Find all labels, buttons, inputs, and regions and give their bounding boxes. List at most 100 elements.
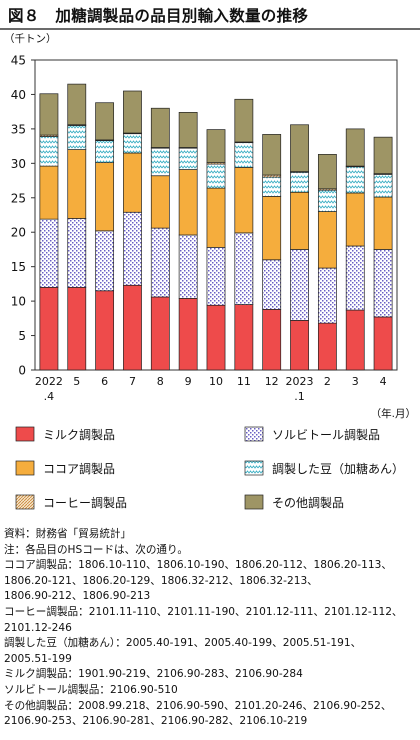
note-text: 財務省「貿易統計」 — [35, 528, 132, 540]
x-tick-label: 7 — [129, 375, 136, 388]
legend-swatch — [15, 460, 35, 476]
y-tick-label: 45 — [11, 54, 26, 68]
bar-segment — [95, 140, 115, 163]
bar-segment — [150, 227, 170, 298]
legend-swatch — [15, 494, 35, 510]
legend-swatch — [244, 460, 264, 476]
x-tick-label: 2 — [324, 375, 331, 388]
note-label: コーヒー調製品： — [4, 605, 89, 618]
bar-segment — [262, 259, 282, 310]
chart-title: 図８ 加糖調製品の品目別輸入数量の推移 — [8, 7, 309, 25]
bar-segment — [262, 309, 282, 371]
bar-segment — [150, 107, 170, 148]
legend-swatch — [15, 426, 35, 442]
x-tick-label: 10 — [209, 375, 223, 388]
y-tick-label: 10 — [11, 295, 26, 309]
bar-segment — [206, 163, 226, 189]
legend-label: 調製した豆（加糖あん） — [272, 461, 404, 476]
bar-segment — [150, 175, 170, 229]
legend-swatch — [244, 426, 264, 442]
x-tick-label: .4 — [44, 390, 55, 403]
bar-segment — [178, 112, 198, 148]
bar-segment — [95, 102, 115, 141]
note-text: 1901.90-219、2106.90-283、2106.90-284 — [78, 668, 303, 681]
x-tick-label: 2022 — [35, 375, 63, 388]
legend-swatch — [244, 494, 264, 510]
legend-label: その他調製品 — [272, 496, 344, 510]
bar-segment — [290, 249, 309, 321]
note-text: 2008.99.218、2106.90-590、2101.20-246、2106… — [78, 699, 392, 712]
note-label: ミルク調製品： — [4, 668, 79, 681]
bar-segment — [234, 232, 254, 305]
bar-segment — [290, 124, 309, 172]
bar-segment — [39, 286, 59, 371]
bar-segment — [67, 149, 87, 219]
bar-segment — [67, 83, 87, 126]
bar-segment — [39, 218, 59, 288]
bar-segment — [123, 284, 142, 371]
bar-segment — [262, 134, 282, 176]
bar-segment — [178, 147, 198, 170]
legend-label: ココア調製品 — [43, 462, 115, 476]
bar-segment — [67, 125, 87, 150]
note-label: その他調製品： — [4, 699, 79, 712]
bar-segment — [290, 320, 309, 371]
y-tick-label: 25 — [11, 191, 26, 205]
y-unit-label: （千トン） — [4, 33, 57, 45]
note-line: 注：各品目のHSコードは、次の通り。 — [4, 543, 418, 559]
bar-segment — [39, 136, 59, 167]
bar-segment — [234, 98, 254, 143]
bar-segment — [95, 230, 115, 292]
bar-segment — [373, 316, 393, 371]
bar-segment — [262, 176, 282, 197]
source-notes: 資料：財務省「貿易統計」注：各品目のHSコードは、次の通り。 ココア調製品：180… — [4, 527, 418, 730]
x-tick-label: .1 — [294, 390, 305, 403]
bar-segment — [373, 196, 393, 250]
bar-segment — [178, 298, 198, 371]
bar-segment — [95, 162, 115, 232]
bar-segment — [39, 165, 59, 220]
bar-segment — [206, 304, 226, 371]
bar-segment — [345, 192, 365, 247]
note-text: 2005.51-199 — [4, 652, 72, 665]
bar-segment — [373, 174, 393, 198]
bar-segment — [123, 133, 142, 154]
legend-label: ミルク調製品 — [43, 428, 115, 442]
bar-segment — [290, 191, 309, 250]
bar-segment — [178, 234, 198, 299]
bar-segment — [373, 249, 393, 318]
note-line: ミルク調製品：1901.90-219、2106.90-283、2106.90-2… — [4, 667, 418, 683]
bar-segment — [317, 189, 337, 212]
bar-segment — [123, 90, 142, 134]
note-text: 2106.90-510 — [109, 683, 178, 696]
note-line: 1806.20-121、1806.20-129、1806.32-212、1806… — [4, 574, 418, 590]
note-text: 1806.10-110、1806.10-190、1806.20-112、1806… — [78, 559, 392, 572]
x-tick-label: 6 — [101, 375, 108, 388]
x-tick-label: 9 — [185, 375, 192, 388]
note-line: その他調製品：2008.99.218、2106.90-590、2101.20-2… — [4, 699, 418, 715]
bar-segment — [345, 309, 365, 371]
legend-label: コーヒー調製品 — [43, 496, 127, 510]
bar-segment — [317, 211, 337, 269]
bar-segment — [206, 129, 226, 163]
note-line: ソルビトール調製品：2106.90-510 — [4, 683, 418, 699]
bar-segment — [123, 211, 142, 286]
bar-segment — [234, 304, 254, 371]
note-line: 2106.90-253、2106.90-281、2106.90-282、2106… — [4, 714, 418, 730]
note-label: 資料： — [4, 528, 36, 540]
note-line: コーヒー調製品：2101.11-110、2101.11-190、2101.12-… — [4, 605, 418, 621]
y-tick-label: 30 — [11, 157, 26, 171]
bar-segment — [373, 136, 393, 175]
bar-segment — [345, 245, 365, 311]
note-label: 調製した豆（加糖あん）： — [4, 637, 126, 650]
bar-segment — [317, 267, 337, 324]
bar-segment — [262, 196, 282, 261]
bar-segment — [206, 187, 226, 248]
y-tick-label: 35 — [11, 122, 26, 136]
bar-segment — [290, 171, 309, 193]
note-line: ココア調製品：1806.10-110、1806.10-190、1806.20-1… — [4, 558, 418, 574]
note-text: 2101.11-110、2101.11-190、2101.12-111、2101… — [88, 605, 403, 618]
x-tick-label: 3 — [352, 375, 359, 388]
x-tick-label: 12 — [265, 375, 279, 388]
bar-segment — [39, 93, 59, 136]
